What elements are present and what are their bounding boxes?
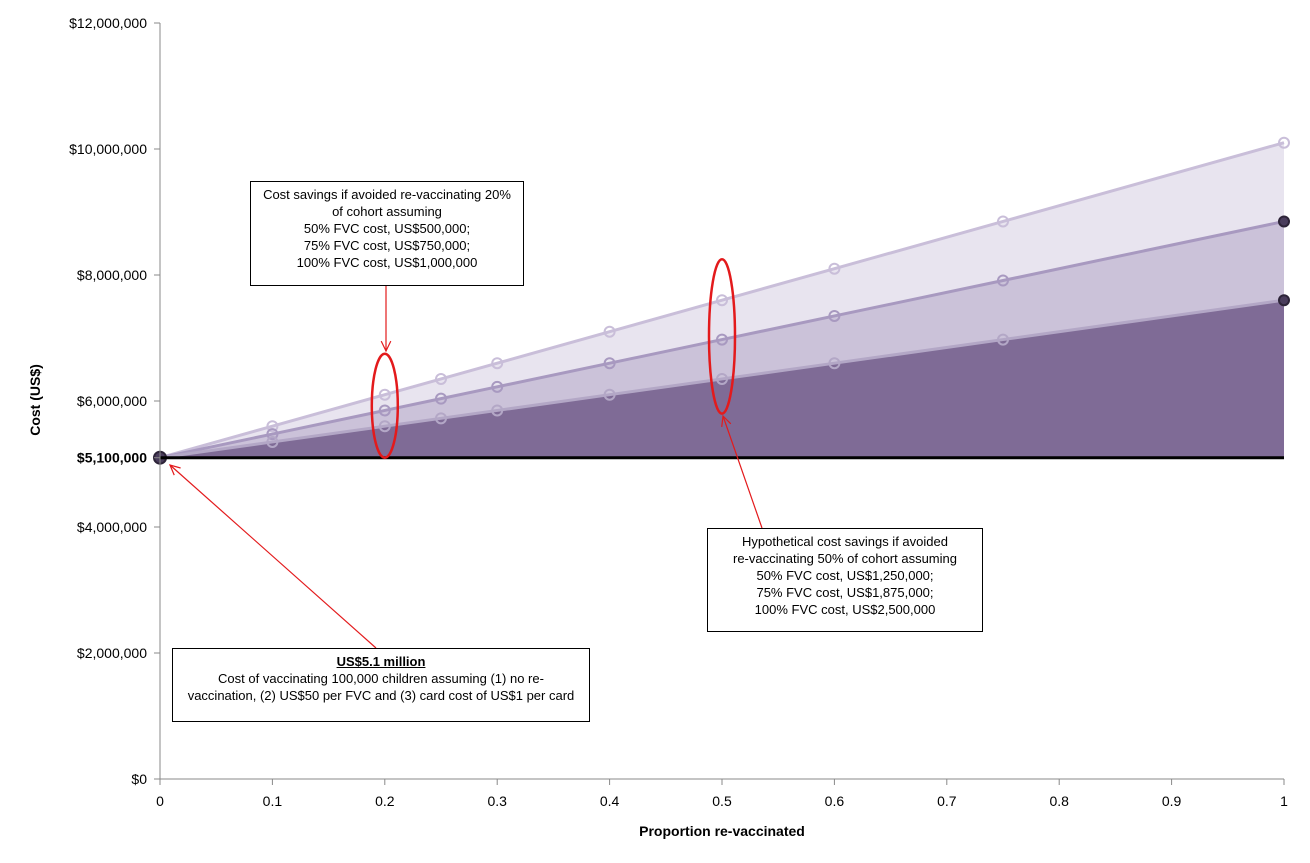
y-tick-label: $2,000,000 (77, 645, 147, 661)
note-50-line: Hypothetical cost savings if avoided (742, 534, 948, 549)
series-1-point (378, 404, 391, 417)
note-50-line: 50% FVC cost, US$1,250,000; (756, 568, 934, 583)
y-tick-label: $5,100,000 (77, 450, 147, 466)
series-2-line (159, 298, 1285, 460)
note-20-line: of cohort assuming (332, 204, 442, 219)
x-tick-label: 0.5 (712, 793, 732, 809)
x-tick-label: 0.1 (263, 793, 283, 809)
note-20-line: Cost savings if avoided re-vaccinating 2… (263, 187, 511, 202)
highlight-ellipse-1 (707, 258, 737, 415)
series-1-point (266, 428, 279, 441)
y-tick-label: $6,000,000 (77, 393, 147, 409)
note-base-line: Cost of vaccinating 100,000 children ass… (218, 671, 544, 686)
note-base-line: vaccination, (2) US$50 per FVC and (3) c… (187, 688, 575, 703)
highlight-ellipse-0 (370, 352, 400, 459)
series-1-point (1278, 215, 1290, 228)
series-1-point (828, 309, 841, 322)
series-2-point (603, 388, 616, 401)
y-tick-label: $4,000,000 (77, 519, 147, 535)
series-0-point (378, 388, 391, 401)
y-tick-label: $12,000,000 (69, 15, 147, 31)
x-tick-label: 1 (1280, 793, 1288, 809)
x-axis-title: Proportion re-vaccinated (639, 823, 805, 839)
arrow-note-base-head (168, 464, 181, 476)
arrow-note-base (169, 464, 377, 649)
note-50-line: 75% FVC cost, US$1,875,000; (756, 585, 934, 600)
series-0-point (716, 294, 728, 307)
note-base-heading: US$5.1 million (336, 654, 426, 669)
highlight-ellipses (370, 258, 737, 459)
note-50-line: 100% FVC cost, US$2,500,000 (754, 602, 936, 617)
x-tick-label: 0.6 (825, 793, 845, 809)
series-1-point (997, 274, 1009, 287)
series-2-point (828, 357, 841, 370)
series-0-point (435, 372, 447, 385)
x-tick-label: 0.2 (375, 793, 395, 809)
series-2-point (997, 333, 1009, 346)
series-0-point (603, 325, 616, 338)
annotation-arrows (168, 286, 763, 649)
series-2-point (1278, 294, 1290, 307)
note-20-line: 75% FVC cost, US$750,000; (303, 238, 471, 253)
series-2-point (435, 412, 447, 425)
series-1-point (491, 380, 504, 393)
note-20-line: 100% FVC cost, US$1,000,000 (296, 255, 478, 270)
y-tick-label: $0 (131, 771, 147, 787)
note-20-line: 50% FVC cost, US$500,000; (303, 221, 471, 236)
series-2-point (378, 420, 391, 433)
series-2-point (491, 404, 504, 417)
series-0-point (1278, 136, 1290, 149)
series-1-point (603, 357, 616, 370)
arrow-note-50-head (721, 414, 732, 427)
arrow-note-50 (722, 415, 763, 529)
series-markers (153, 136, 1290, 465)
x-tick-label: 0.3 (487, 793, 507, 809)
series-0-point (491, 357, 504, 370)
series-0-point (828, 262, 841, 275)
series-0-point (266, 420, 279, 433)
y-axis-title: Cost (US$) (27, 364, 43, 436)
x-tick-label: 0.9 (1162, 793, 1182, 809)
x-tick-label: 0.7 (937, 793, 957, 809)
axes: $0 $2,000,000 $4,000,000 $5,100,000 $6,000,0… (69, 15, 1288, 809)
series-1-line (159, 219, 1285, 460)
y-tick-label: $8,000,000 (77, 267, 147, 283)
series-1-point (716, 333, 728, 346)
baseline-cost-note: US$5.1 million Cost of vaccinating 100,00… (172, 648, 590, 722)
note-50-line: re-vaccinating 50% of cohort assuming (732, 551, 957, 566)
series-0-point (997, 215, 1009, 228)
series-0-line (159, 141, 1285, 460)
series-2-point (266, 435, 279, 448)
x-tick-label: 0 (156, 793, 164, 809)
savings-note-50-percent: Hypothetical cost savings if avoided re-v… (707, 528, 983, 632)
savings-note-20-percent: Cost savings if avoided re-vaccinating 2… (250, 181, 524, 286)
y-tick-label: $10,000,000 (69, 141, 147, 157)
arrow-note-20-head (380, 340, 392, 353)
x-tick-label: 0.8 (1049, 793, 1069, 809)
series-lines (159, 141, 1285, 460)
series-2-point (716, 372, 728, 385)
x-tick-label: 0.4 (600, 793, 620, 809)
series-1-point (435, 392, 447, 405)
